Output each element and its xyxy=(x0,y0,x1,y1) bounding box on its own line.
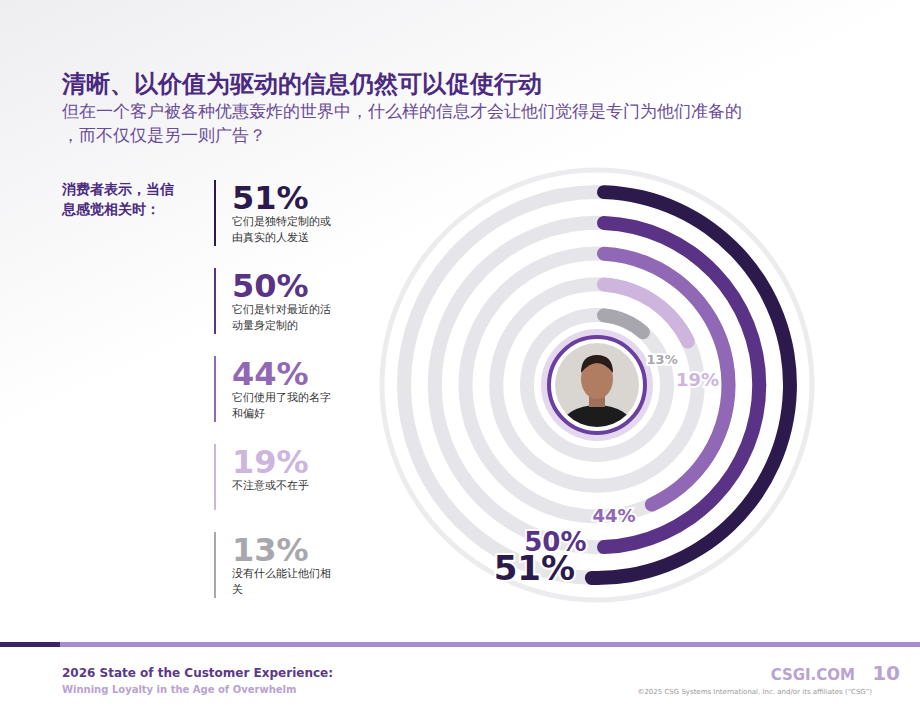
item-label: 它们使用了我的名字和偏好 xyxy=(232,391,331,420)
chart-svg: 清晰、以价值为驱动的信息仍然可以促使行动但在一个客户被各种优惠轰炸的世界中，什么… xyxy=(0,0,920,711)
subtitle: 但在一个客户被各种优惠轰炸的世界中，什么样的信息才会让他们觉得是专门为他们准备的… xyxy=(62,101,742,145)
data-label: 44% xyxy=(592,505,635,526)
data-label: 13% xyxy=(647,352,678,367)
list-item: 13%没有什么能让他们相关 xyxy=(215,531,331,598)
text-line: 消费者表示，当信 xyxy=(61,181,174,197)
item-rule xyxy=(214,532,216,598)
item-label: 不注意或不在乎 xyxy=(232,479,309,492)
portrait-hair xyxy=(581,355,613,373)
footer-title: 2026 State of the Customer Experience: xyxy=(62,666,333,680)
text-line: 没有什么能让他们相 xyxy=(232,567,331,580)
label-heading: 消费者表示，当信息感觉相关时： xyxy=(61,181,174,217)
title: 清晰、以价值为驱动的信息仍然可以促使行动 xyxy=(61,70,542,98)
text-line: 关 xyxy=(232,583,243,596)
list-item: 50%它们是针对最近的活动量身定制的 xyxy=(215,267,331,334)
item-value: 19% xyxy=(232,443,309,481)
footer-subtitle: Winning Loyalty in the Age of Overwhelm xyxy=(62,684,296,695)
item-value: 51% xyxy=(232,179,309,217)
item-label: 它们是独特定制的或由真实的人发送 xyxy=(232,215,331,244)
footer-bar xyxy=(0,642,920,647)
radial-chart: 51%50%44%19%13% xyxy=(382,170,812,600)
text-line: ，而不仅仅是另一则广告？ xyxy=(62,125,266,145)
data-label: 19% xyxy=(676,369,719,390)
item-value: 50% xyxy=(232,267,309,305)
text-line: 由真实的人发送 xyxy=(232,231,309,244)
portrait-body xyxy=(561,405,633,449)
text-line: 息感觉相关时： xyxy=(61,201,160,217)
list-item: 51%它们是独特定制的或由真实的人发送 xyxy=(215,179,331,246)
item-label: 它们是针对最近的活动量身定制的 xyxy=(232,303,331,332)
text-line: 但在一个客户被各种优惠轰炸的世界中，什么样的信息才会让他们觉得是专门为他们准备的 xyxy=(62,101,742,121)
list-item: 19%不注意或不在乎 xyxy=(215,443,309,510)
data-label: 50% xyxy=(524,527,586,557)
item-value: 44% xyxy=(232,355,309,393)
item-label: 没有什么能让他们相关 xyxy=(232,567,331,596)
footer-copyright: ©2025 CSG Systems International, Inc. an… xyxy=(637,688,872,696)
text-line: 它们使用了我的名字 xyxy=(232,391,331,404)
item-value: 13% xyxy=(232,531,309,569)
text-line: 它们是独特定制的或 xyxy=(232,215,331,228)
page: 清晰、以价值为驱动的信息仍然可以促使行动但在一个客户被各种优惠轰炸的世界中，什么… xyxy=(0,0,920,711)
item-rule xyxy=(214,180,216,246)
footer-site: CSGI.COM xyxy=(771,666,855,684)
footer-bar-accent xyxy=(0,642,60,647)
text-line: 和偏好 xyxy=(232,407,265,420)
list-item: 44%它们使用了我的名字和偏好 xyxy=(215,355,331,422)
outer-ring xyxy=(382,170,812,600)
text-line: 它们是针对最近的活 xyxy=(232,303,331,316)
footer-page: 10 xyxy=(872,661,900,685)
text-line: 动量身定制的 xyxy=(232,319,298,332)
item-rule xyxy=(214,268,216,334)
footer: 2026 State of the Customer Experience: Wi… xyxy=(0,642,920,696)
background xyxy=(0,0,920,711)
value-list: 51%它们是独特定制的或由真实的人发送 50%它们是针对最近的活动量身定制的 44%… xyxy=(215,179,331,598)
data-labels: 51%50%44%19%13% xyxy=(494,352,720,588)
text-line: 不注意或不在乎 xyxy=(232,479,309,492)
item-rule xyxy=(214,444,216,510)
portrait xyxy=(555,343,639,449)
item-rule xyxy=(214,356,216,422)
